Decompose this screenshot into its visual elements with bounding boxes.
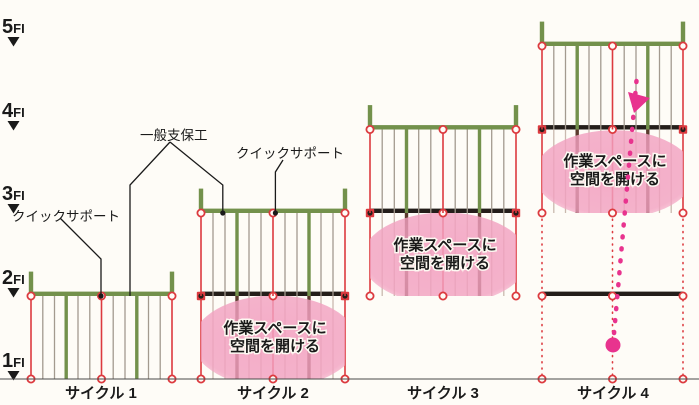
svg-text:クイックサポート: クイックサポート bbox=[12, 209, 120, 224]
svg-text:作業スペースに: 作業スペースに bbox=[393, 236, 496, 254]
svg-text:サイクル 3: サイクル 3 bbox=[407, 385, 479, 402]
svg-text:空間を開ける: 空間を開ける bbox=[400, 254, 490, 272]
svg-text:サイクル 1: サイクル 1 bbox=[65, 385, 137, 402]
svg-text:サイクル 4: サイクル 4 bbox=[577, 385, 649, 402]
svg-text:空間を開ける: 空間を開ける bbox=[230, 337, 320, 355]
svg-text:一般支保工: 一般支保工 bbox=[140, 128, 208, 143]
svg-text:空間を開ける: 空間を開ける bbox=[570, 170, 660, 188]
svg-text:サイクル 2: サイクル 2 bbox=[237, 385, 309, 402]
svg-text:クイックサポート: クイックサポート bbox=[236, 146, 344, 161]
svg-text:作業スペースに: 作業スペースに bbox=[563, 152, 666, 170]
svg-text:作業スペースに: 作業スペースに bbox=[223, 319, 326, 337]
